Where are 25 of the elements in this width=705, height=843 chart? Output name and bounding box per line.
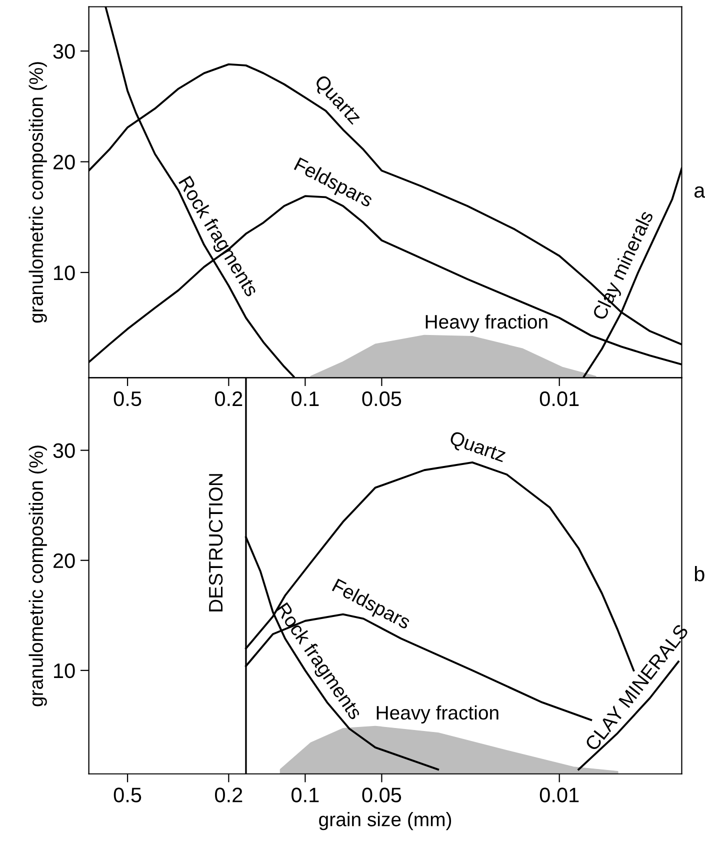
x-tick-label: 0.1: [292, 391, 319, 406]
y-tick-label: 10: [54, 265, 75, 280]
x-tick-label: 0.5: [114, 788, 142, 802]
x-tick-label: 0.01: [540, 788, 579, 802]
x-tick-label: 0.05: [362, 391, 402, 406]
series-label: Heavy fraction: [426, 314, 548, 333]
ref-line-label: DESTRUCTION: [208, 474, 223, 612]
x-tick-label: 0.5: [114, 391, 142, 406]
x-axis-title: grain size (mm): [319, 812, 452, 830]
x-tick-label: 0.1: [292, 788, 319, 802]
x-tick-label: 0.2: [215, 391, 242, 406]
series-label: Heavy fraction: [376, 705, 498, 724]
text: Quartz: [448, 430, 507, 466]
text: b: [694, 566, 704, 582]
y-tick-label: 30: [53, 44, 75, 59]
y-axis-title: granulometric composition (%): [28, 446, 47, 706]
y-axis-title: granulometric composition (%): [28, 62, 47, 323]
y-tick-label: 20: [54, 154, 75, 170]
y-tick-label: 20: [54, 553, 75, 568]
x-tick-label: 0.05: [362, 788, 402, 802]
text: a: [694, 186, 705, 198]
y-tick-label: 30: [53, 443, 75, 458]
x-tick-label: 0.01: [540, 391, 579, 406]
y-tick-label: 10: [54, 663, 75, 678]
x-tick-label: 0.2: [215, 788, 242, 802]
